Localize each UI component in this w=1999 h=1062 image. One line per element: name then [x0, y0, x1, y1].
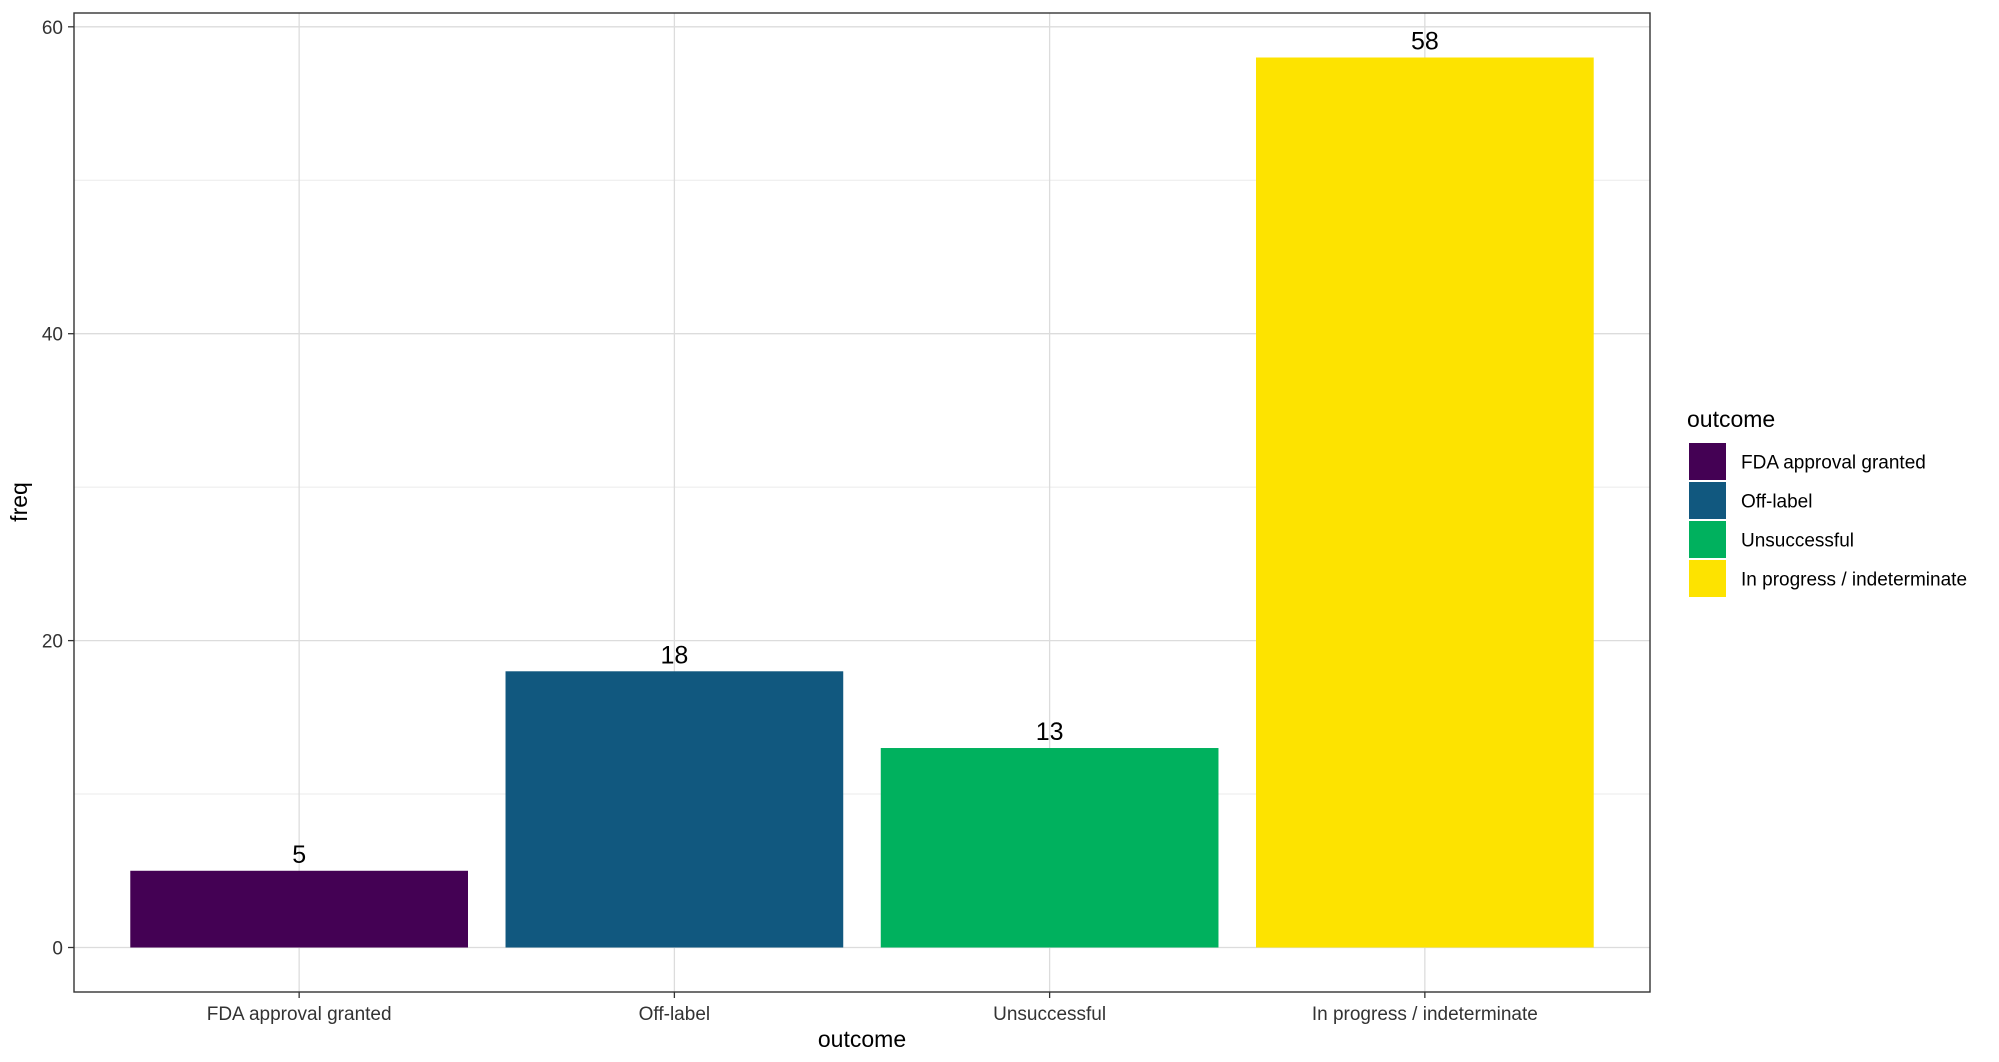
legend-key: [1689, 443, 1726, 480]
x-tick-label: Off-label: [639, 1004, 710, 1025]
bar: [1256, 57, 1594, 948]
y-axis-title: freq: [6, 482, 32, 522]
data-label: 58: [1411, 28, 1439, 56]
x-tick-label: Unsuccessful: [993, 1004, 1106, 1025]
x-axis: FDA approval granted Off-label Unsuccessfu…: [207, 992, 1538, 1025]
legend-title: outcome: [1687, 406, 1775, 432]
data-label: 18: [660, 641, 688, 669]
legend-label: Unsuccessful: [1741, 531, 1854, 552]
legend: outcome FDA approval granted Off-label Uns…: [1687, 406, 1967, 597]
legend-label: Off-label: [1741, 492, 1812, 513]
plot-border: [73, 12, 1651, 993]
y-tick-label: 60: [42, 18, 63, 39]
data-label: 5: [292, 841, 306, 869]
legend-key: [1689, 482, 1726, 519]
data-labels: 5 18 13 58: [292, 28, 1439, 869]
bar: [880, 748, 1219, 948]
y-tick-label: 40: [42, 325, 63, 346]
y-axis: 0 20 40 60: [42, 18, 74, 960]
y-tick-label: 0: [52, 939, 63, 960]
x-tick-label: In progress / indeterminate: [1312, 1004, 1538, 1025]
bar: [505, 671, 844, 948]
y-tick-label: 20: [42, 632, 63, 653]
data-label: 13: [1036, 718, 1064, 746]
x-axis-title: outcome: [818, 1026, 906, 1052]
legend-key: [1689, 521, 1726, 558]
legend-label: In progress / indeterminate: [1741, 570, 1967, 591]
legend-key: [1689, 560, 1726, 597]
bar: [130, 870, 469, 948]
x-tick-label: FDA approval granted: [207, 1004, 392, 1025]
bars: [130, 57, 1594, 948]
legend-label: FDA approval granted: [1741, 453, 1926, 474]
